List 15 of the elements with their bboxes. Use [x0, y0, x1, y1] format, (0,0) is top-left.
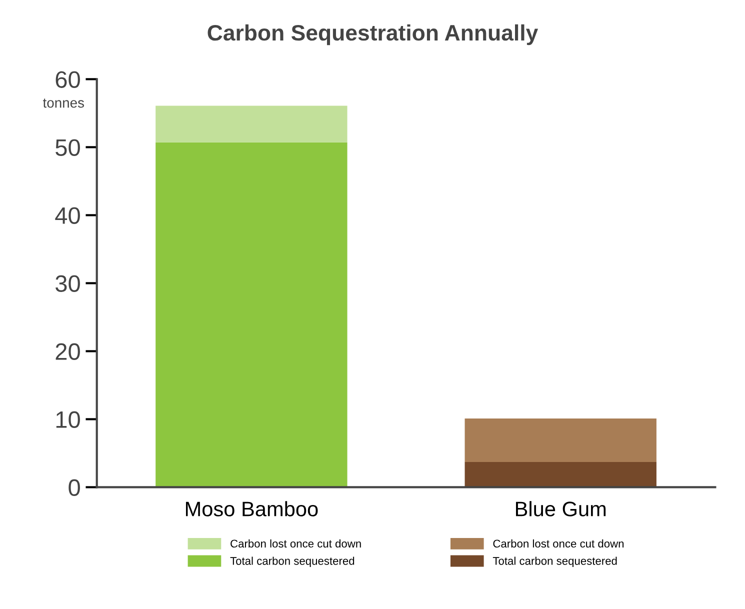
legend-label: Total carbon sequestered	[230, 556, 354, 568]
y-tick-label: 10	[56, 411, 80, 428]
y-tick-label: 40	[55, 207, 80, 224]
y-tick-label: 20	[56, 343, 80, 360]
y-tick-label: 50	[56, 139, 80, 156]
legend-label: Carbon lost once cut down	[230, 539, 361, 548]
legend-label: Total carbon sequestered	[492, 556, 617, 568]
y-axis-title: tonnes	[42, 98, 84, 108]
legend-label: Carbon lost once cut down	[493, 539, 624, 548]
x-tick-label: Moso Bamboo	[186, 501, 318, 516]
y-tick-label: 30	[56, 275, 80, 292]
x-tick-label: Blue Gum	[516, 501, 606, 516]
chart-title: Carbon Sequestration Annually	[208, 24, 538, 46]
y-tick-label: 0	[68, 479, 80, 496]
y-tick-label: 60	[56, 71, 80, 88]
